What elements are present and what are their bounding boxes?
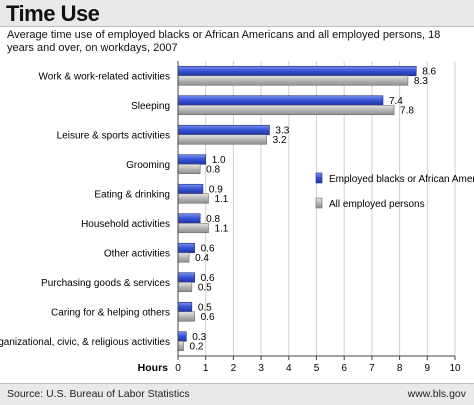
bar-series-2 — [177, 134, 267, 145]
category-label: Work & work-related activities — [38, 71, 170, 82]
bar-series-2 — [177, 340, 184, 352]
value-label-series-1: 0.8 — [206, 214, 220, 225]
x-tick-label: 6 — [341, 363, 347, 374]
category-label: Sleeping — [131, 101, 170, 112]
value-label-series-1: 1.0 — [212, 155, 226, 166]
value-label-series-2: 0.5 — [198, 282, 212, 293]
source-note: Source: U.S. Bureau of Labor Statistics — [7, 388, 190, 400]
value-label-series-2: 8.3 — [414, 76, 428, 87]
chart-title: Time Use — [6, 1, 100, 26]
x-tick-label: 5 — [314, 363, 320, 374]
legend-label-series-2: All employed persons — [329, 199, 425, 210]
bar-series-2 — [177, 311, 195, 322]
category-label: Caring for & helping others — [51, 307, 170, 318]
category-label: Eating & drinking — [94, 189, 170, 200]
value-label-series-2: 0.2 — [190, 341, 204, 352]
value-label-series-2: 7.8 — [400, 105, 414, 116]
value-label-series-2: 3.2 — [273, 135, 287, 146]
bar-series-2 — [177, 75, 409, 86]
bar-series-1 — [177, 183, 204, 195]
bar-series-1 — [177, 213, 201, 224]
bar-series-2 — [177, 252, 190, 263]
x-tick-label: 8 — [397, 363, 403, 374]
legend-swatch-series-2 — [315, 197, 323, 209]
category-label: Other activities — [104, 248, 170, 259]
bar-series-1 — [177, 124, 270, 136]
bar-series-1 — [177, 242, 195, 254]
x-tick-label: 4 — [286, 363, 292, 374]
x-tick-label: 1 — [203, 363, 209, 374]
bar-series-1 — [177, 65, 417, 77]
x-axis-title: Hours — [138, 362, 168, 374]
value-label-series-1: 0.9 — [209, 184, 223, 195]
bar-series-2 — [177, 222, 209, 234]
category-label: Household activities — [81, 219, 170, 230]
title-bar: Time Use — [0, 0, 474, 27]
value-label-series-2: 0.4 — [195, 253, 209, 264]
legend-swatch-series-1 — [315, 172, 323, 184]
value-label-series-2: 1.1 — [214, 223, 228, 234]
bars — [177, 65, 417, 352]
bar-series-2 — [177, 163, 201, 175]
value-label-series-1: 0.6 — [201, 243, 215, 254]
website-link[interactable]: www.bls.gov — [407, 388, 466, 400]
labels: Work & work-related activities 8.68.3 Slee… — [0, 66, 437, 352]
bar-series-1 — [177, 95, 384, 106]
value-label-series-1: 8.6 — [422, 66, 436, 77]
value-label-series-1: 0.3 — [192, 332, 206, 343]
bar-series-1 — [177, 272, 195, 283]
value-label-series-2: 0.6 — [201, 312, 215, 323]
category-label: Leisure & sports activities — [57, 130, 170, 141]
bar-series-1 — [177, 154, 207, 165]
x-axis: 0 1 2 3 4 5 6 7 8 9 10 Hours — [138, 61, 461, 374]
x-tick-label: 3 — [258, 363, 264, 374]
bar-series-2 — [177, 193, 209, 204]
legend-label-series-1: Employed blacks or African Americans — [329, 174, 474, 185]
bar-series-2 — [177, 104, 395, 116]
category-label: Purchasing goods & services — [41, 278, 170, 289]
value-label-series-2: 1.1 — [214, 194, 228, 205]
category-label: Organizational, civic, & religious activ… — [0, 337, 170, 348]
category-label: Grooming — [126, 160, 170, 171]
value-label-series-2: 0.8 — [206, 164, 220, 175]
x-tick-label: 10 — [449, 363, 461, 374]
value-label-series-1: 0.6 — [201, 273, 215, 284]
value-label-series-1: 3.3 — [275, 125, 289, 136]
bar-series-2 — [177, 281, 193, 293]
value-label-series-1: 7.4 — [389, 96, 403, 107]
value-label-series-1: 0.5 — [198, 302, 212, 313]
x-tick-label: 0 — [175, 363, 181, 374]
legend: Employed blacks or African Americans All … — [315, 172, 474, 210]
chart-subtitle: Average time use of employed blacks or A… — [7, 29, 441, 54]
x-tick-label: 2 — [231, 363, 237, 374]
footer-bar: Source: U.S. Bureau of Labor Statistics … — [0, 383, 474, 405]
bar-series-1 — [177, 331, 187, 342]
bar-series-1 — [177, 301, 193, 313]
x-tick-label: 9 — [425, 363, 431, 374]
x-tick-label: 7 — [369, 363, 375, 374]
